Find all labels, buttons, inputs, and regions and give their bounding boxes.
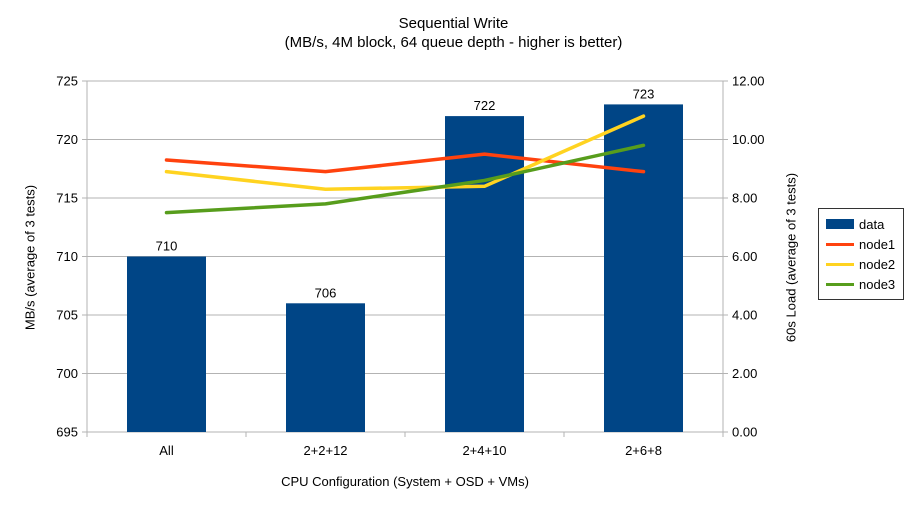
right-axis-tick-label: 6.00 — [732, 249, 757, 264]
line-node2 — [164, 114, 646, 191]
left-axis-tick-label: 710 — [56, 249, 78, 264]
x-axis-category-label: All — [159, 443, 174, 458]
right-axis-tick-label: 12.00 — [732, 74, 765, 89]
legend-item-node1: node1 — [826, 238, 903, 251]
right-axis-tick-label: 8.00 — [732, 191, 757, 206]
bar-data — [604, 104, 683, 433]
right-axis-tick-label: 4.00 — [732, 308, 757, 323]
chart-title: Sequential Write — [398, 15, 509, 32]
legend-label-node1: node1 — [859, 236, 896, 252]
left-axis-tick-label: 705 — [56, 308, 78, 323]
right-axis-tick-label: 10.00 — [732, 132, 765, 147]
legend-label-node3: node3 — [859, 276, 896, 292]
left-axis-tick-label: 715 — [56, 191, 78, 206]
left-axis-title: MB/s (average of 3 tests) — [22, 184, 38, 331]
legend-item-data: data — [826, 218, 903, 231]
left-axis-tick-label: 700 — [56, 366, 78, 381]
left-axis-tick-label: 720 — [56, 132, 78, 147]
legend-swatch-data — [826, 219, 854, 229]
right-axis-tick-label: 0.00 — [732, 425, 757, 440]
bar-data — [286, 303, 365, 432]
x-axis-category-label: 2+6+8 — [625, 443, 662, 458]
legend-label-data: data — [859, 216, 885, 232]
chart-subtitle: (MB/s, 4M block, 64 queue depth - higher… — [284, 34, 623, 51]
right-axis-tick-label: 2.00 — [732, 366, 757, 381]
legend: data node1 node2 node3 — [818, 208, 904, 300]
legend-item-node3: node3 — [826, 278, 903, 291]
bar-data-label: 706 — [315, 285, 337, 300]
x-axis-title: CPU Configuration (System + OSD + VMs) — [281, 474, 529, 489]
legend-label-node2: node2 — [859, 256, 896, 272]
bar-data — [127, 256, 206, 432]
x-axis-category-label: 2+4+10 — [462, 443, 506, 458]
x-axis-category-label: 2+2+12 — [303, 443, 347, 458]
left-axis-tick-label: 725 — [56, 74, 78, 89]
bar-data-label: 723 — [633, 86, 655, 101]
line-node3 — [164, 143, 646, 215]
bar-data-label: 710 — [156, 239, 178, 254]
legend-item-node2: node2 — [826, 258, 903, 271]
bar-data-label: 722 — [474, 98, 496, 113]
legend-swatch-node1 — [826, 242, 854, 246]
left-axis-tick-label: 695 — [56, 425, 78, 440]
legend-swatch-node3 — [826, 282, 854, 286]
legend-swatch-node2 — [826, 262, 854, 266]
right-axis-title: 60s Load (average of 3 tests) — [783, 172, 799, 343]
bar-data — [445, 116, 524, 432]
